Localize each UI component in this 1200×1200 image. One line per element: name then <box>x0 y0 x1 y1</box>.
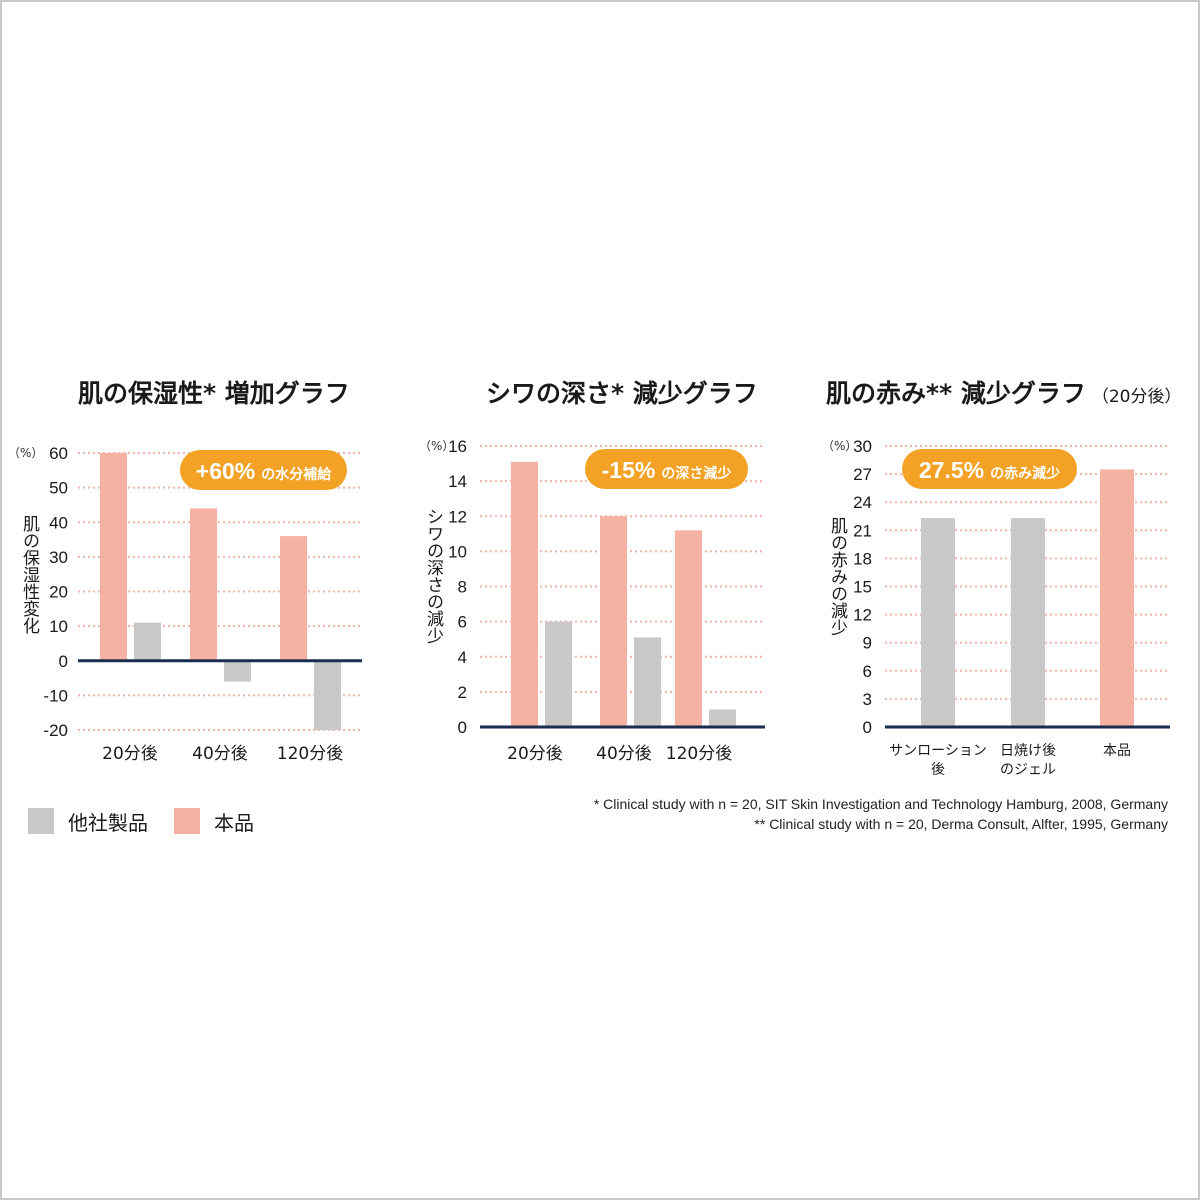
redness-chart: （%）302724211815129630肌の赤みの減少サンローション後日焼け後… <box>822 437 1170 778</box>
moisture-chart: （%） 60 50 40 30 20 10 0 -10 -20 肌の保湿性変化 20分後 40分後 120… <box>8 444 362 764</box>
other-bar <box>921 518 955 727</box>
other-bar <box>545 621 572 727</box>
legend-swatch-other <box>28 808 54 834</box>
category-label: 後 <box>931 762 945 778</box>
category-label: 40分後 <box>192 744 248 764</box>
category-label: 120分後 <box>666 744 732 764</box>
y-tick-label: 10 <box>49 617 68 636</box>
y-tick-label: 2 <box>458 683 467 702</box>
other-bar <box>314 660 341 730</box>
y-tick-label: 12 <box>853 606 872 625</box>
other-bar <box>709 709 736 727</box>
y-tick-label: 12 <box>448 507 467 526</box>
footnote-2: ** Clinical study with n = 20, Derma Con… <box>754 816 1168 832</box>
y-axis-label: シワの深さの減少 <box>423 508 444 644</box>
other-bar <box>1011 518 1045 727</box>
y-tick-label: 3 <box>863 690 872 709</box>
category-label: 本品 <box>1103 743 1131 759</box>
y-tick-label: 21 <box>853 521 872 540</box>
chart3-title: 肌の赤み** 減少グラフ （20分後） <box>826 379 1182 408</box>
other-bar <box>134 622 161 661</box>
y-tick-label: 14 <box>448 472 467 491</box>
category-label: 20分後 <box>507 744 563 764</box>
y-axis-label: 肌の保湿性変化 <box>19 515 40 634</box>
product-bar <box>1100 469 1134 727</box>
highlight-badge <box>585 449 748 489</box>
y-unit-label: （%） <box>8 446 43 460</box>
y-tick-label: 6 <box>863 662 872 681</box>
y-tick-label: 0 <box>458 718 467 737</box>
category-label: 120分後 <box>277 744 343 764</box>
chart2-title: シワの深さ* 減少グラフ <box>486 379 758 408</box>
y-unit-label: （%） <box>419 439 454 453</box>
y-tick-label: 16 <box>448 437 467 456</box>
highlight-badge <box>180 450 347 490</box>
badge-caption: の赤み減少 <box>990 465 1060 481</box>
other-bar <box>224 660 251 682</box>
y-tick-label: 40 <box>49 513 68 532</box>
product-bar <box>600 516 627 727</box>
product-bar <box>280 536 307 661</box>
y-tick-label: 24 <box>853 493 872 512</box>
other-bar <box>634 637 661 727</box>
category-label: のジェル <box>1000 762 1056 778</box>
badge-value: +60% <box>196 458 255 484</box>
category-label: 日焼け後 <box>1000 743 1056 759</box>
y-tick-label: 15 <box>853 578 872 597</box>
y-tick-label: 6 <box>458 613 467 632</box>
product-bar <box>511 461 538 727</box>
y-axis-label: 肌の赤みの減少 <box>827 517 848 636</box>
badge-value: 27.5% <box>919 457 984 483</box>
y-tick-label: 50 <box>49 479 68 498</box>
badge-text: +60% の水分補給 <box>196 458 332 484</box>
product-bar <box>100 453 127 661</box>
category-label: 40分後 <box>596 744 652 764</box>
footnotes: * Clinical study with n = 20, SIT Skin I… <box>594 794 1168 834</box>
y-tick-label: -20 <box>43 721 68 740</box>
badge-text: -15% の深さ減少 <box>602 457 732 483</box>
footnote-1: * Clinical study with n = 20, SIT Skin I… <box>593 796 1168 812</box>
y-tick-label: 8 <box>458 578 467 597</box>
legend-swatch-product <box>174 808 200 834</box>
y-tick-label: 30 <box>853 437 872 456</box>
highlight-badge <box>902 449 1077 489</box>
product-bar <box>190 508 217 661</box>
y-tick-label: -10 <box>43 686 68 705</box>
y-unit-label: （%） <box>822 439 857 453</box>
y-tick-label: 9 <box>863 634 872 653</box>
category-label: 20分後 <box>102 744 158 764</box>
badge-value: -15% <box>602 457 656 483</box>
chart3-subtitle: （20分後） <box>1091 387 1182 407</box>
product-bar <box>675 530 702 727</box>
legend-label-other: 他社製品 <box>68 810 148 835</box>
badge-caption: の深さ減少 <box>661 465 731 481</box>
y-tick-label: 20 <box>49 583 68 602</box>
category-label: サンローション <box>889 743 987 759</box>
legend: 他社製品 本品 <box>28 806 280 836</box>
y-tick-label: 10 <box>448 542 467 561</box>
y-tick-label: 18 <box>853 549 872 568</box>
badge-text: 27.5% の赤み減少 <box>919 457 1060 483</box>
wrinkle-chart: （%）16 14 12 10 8 6 4 2 0 シワの深さの減少 20分後 40分後 120分後 -15… <box>419 437 765 764</box>
chart1-title: 肌の保湿性* 増加グラフ <box>78 379 350 408</box>
y-tick-label: 30 <box>49 548 68 567</box>
legend-label-product: 本品 <box>214 810 254 835</box>
y-tick-label: 0 <box>863 718 872 737</box>
badge-caption: の水分補給 <box>261 466 332 482</box>
y-tick-label: 27 <box>853 465 872 484</box>
y-tick-label: 60 <box>49 444 68 463</box>
y-tick-label: 0 <box>59 652 68 671</box>
y-tick-label: 4 <box>458 648 467 667</box>
